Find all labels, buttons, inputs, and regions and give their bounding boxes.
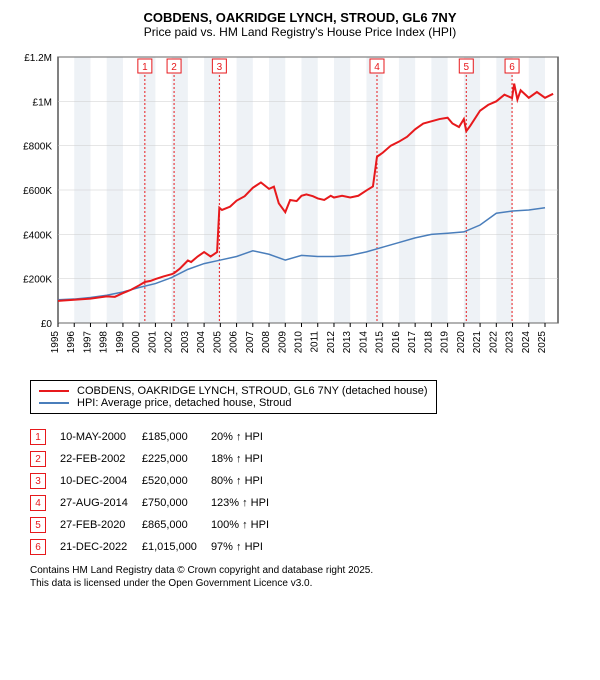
table-row: 1 10-MAY-2000£185,00020% ↑ HPI	[30, 426, 283, 448]
svg-text:2: 2	[171, 62, 177, 73]
svg-text:2017: 2017	[407, 331, 418, 354]
tx-pct: 18% ↑ HPI	[211, 448, 283, 470]
tx-price: £185,000	[142, 426, 211, 448]
tx-price: £225,000	[142, 448, 211, 470]
svg-text:2007: 2007	[245, 331, 256, 354]
tx-price: £750,000	[142, 492, 211, 514]
svg-text:5: 5	[463, 62, 469, 73]
legend-swatch-blue	[39, 402, 69, 404]
table-row: 5 27-FEB-2020£865,000100% ↑ HPI	[30, 514, 283, 536]
tx-pct: 123% ↑ HPI	[211, 492, 283, 514]
tx-price: £520,000	[142, 470, 211, 492]
svg-text:2014: 2014	[358, 331, 369, 354]
svg-text:2005: 2005	[212, 331, 223, 354]
tx-date: 10-DEC-2004	[60, 470, 142, 492]
svg-text:2019: 2019	[440, 331, 451, 354]
svg-text:£400K: £400K	[23, 230, 52, 241]
svg-text:1998: 1998	[99, 331, 110, 354]
svg-text:2003: 2003	[180, 331, 191, 354]
svg-text:£200K: £200K	[23, 275, 52, 286]
marker-icon: 2	[30, 451, 46, 467]
marker-icon: 1	[30, 429, 46, 445]
svg-text:1997: 1997	[82, 331, 93, 354]
svg-text:2013: 2013	[342, 331, 353, 354]
marker-icon: 5	[30, 517, 46, 533]
svg-text:2021: 2021	[472, 331, 483, 354]
legend-label-red: COBDENS, OAKRIDGE LYNCH, STROUD, GL6 7NY…	[77, 385, 428, 397]
tx-pct: 80% ↑ HPI	[211, 470, 283, 492]
svg-text:6: 6	[509, 62, 515, 73]
legend-box: COBDENS, OAKRIDGE LYNCH, STROUD, GL6 7NY…	[30, 380, 437, 414]
svg-text:2009: 2009	[277, 331, 288, 354]
tx-pct: 100% ↑ HPI	[211, 514, 283, 536]
table-row: 2 22-FEB-2002£225,00018% ↑ HPI	[30, 448, 283, 470]
svg-text:£1.2M: £1.2M	[24, 53, 52, 64]
price-chart: £0 £200K £400K £600K £800K £1M £1.2M 1995 1996 19…	[10, 47, 570, 367]
table-row: 6 21-DEC-2022£1,015,00097% ↑ HPI	[30, 536, 283, 558]
svg-text:2022: 2022	[488, 331, 499, 354]
svg-text:2023: 2023	[505, 331, 516, 354]
marker-icon: 3	[30, 473, 46, 489]
svg-text:£600K: £600K	[23, 186, 52, 197]
svg-text:1996: 1996	[66, 331, 77, 354]
svg-text:£1M: £1M	[33, 97, 52, 108]
svg-text:2015: 2015	[375, 331, 386, 354]
chart-title: COBDENS, OAKRIDGE LYNCH, STROUD, GL6 7NY	[10, 10, 590, 25]
svg-text:£0: £0	[41, 319, 53, 330]
svg-text:4: 4	[374, 62, 380, 73]
svg-text:2001: 2001	[147, 331, 158, 354]
legend-row-blue: HPI: Average price, detached house, Stro…	[39, 397, 428, 409]
svg-text:2024: 2024	[521, 331, 532, 354]
table-row: 4 27-AUG-2014£750,000123% ↑ HPI	[30, 492, 283, 514]
tx-date: 21-DEC-2022	[60, 536, 142, 558]
legend-swatch-red	[39, 390, 69, 392]
svg-text:2020: 2020	[456, 331, 467, 354]
tx-price: £1,015,000	[142, 536, 211, 558]
tx-date: 22-FEB-2002	[60, 448, 142, 470]
attribution-line1: Contains HM Land Registry data © Crown c…	[30, 564, 570, 577]
svg-text:2012: 2012	[326, 331, 337, 354]
svg-text:1: 1	[142, 62, 148, 73]
svg-text:2025: 2025	[537, 331, 548, 354]
tx-date: 27-AUG-2014	[60, 492, 142, 514]
chart-container: £0 £200K £400K £600K £800K £1M £1.2M 1995 1996 19…	[10, 47, 590, 372]
attribution: Contains HM Land Registry data © Crown c…	[30, 564, 570, 590]
table-row: 3 10-DEC-2004£520,00080% ↑ HPI	[30, 470, 283, 492]
tx-price: £865,000	[142, 514, 211, 536]
legend-row-red: COBDENS, OAKRIDGE LYNCH, STROUD, GL6 7NY…	[39, 385, 428, 397]
tx-pct: 97% ↑ HPI	[211, 536, 283, 558]
marker-icon: 4	[30, 495, 46, 511]
attribution-line2: This data is licensed under the Open Gov…	[30, 577, 570, 590]
tx-date: 27-FEB-2020	[60, 514, 142, 536]
legend-label-blue: HPI: Average price, detached house, Stro…	[77, 397, 291, 409]
svg-text:2011: 2011	[310, 331, 321, 353]
marker-icon: 6	[30, 539, 46, 555]
svg-text:1999: 1999	[115, 331, 126, 354]
svg-text:2008: 2008	[261, 331, 272, 354]
svg-text:2000: 2000	[131, 331, 142, 354]
svg-text:2016: 2016	[391, 331, 402, 354]
svg-text:2006: 2006	[229, 331, 240, 354]
svg-text:2018: 2018	[423, 331, 434, 354]
svg-text:2002: 2002	[164, 331, 175, 354]
svg-text:1995: 1995	[50, 331, 61, 354]
transactions-table: 1 10-MAY-2000£185,00020% ↑ HPI 2 22-FEB-200…	[30, 426, 283, 558]
tx-pct: 20% ↑ HPI	[211, 426, 283, 448]
chart-subtitle: Price paid vs. HM Land Registry's House …	[10, 25, 590, 39]
svg-text:2010: 2010	[294, 331, 305, 354]
svg-text:£800K: £800K	[23, 142, 52, 153]
title-block: COBDENS, OAKRIDGE LYNCH, STROUD, GL6 7NY…	[10, 10, 590, 39]
svg-text:3: 3	[217, 62, 223, 73]
tx-date: 10-MAY-2000	[60, 426, 142, 448]
svg-text:2004: 2004	[196, 331, 207, 354]
